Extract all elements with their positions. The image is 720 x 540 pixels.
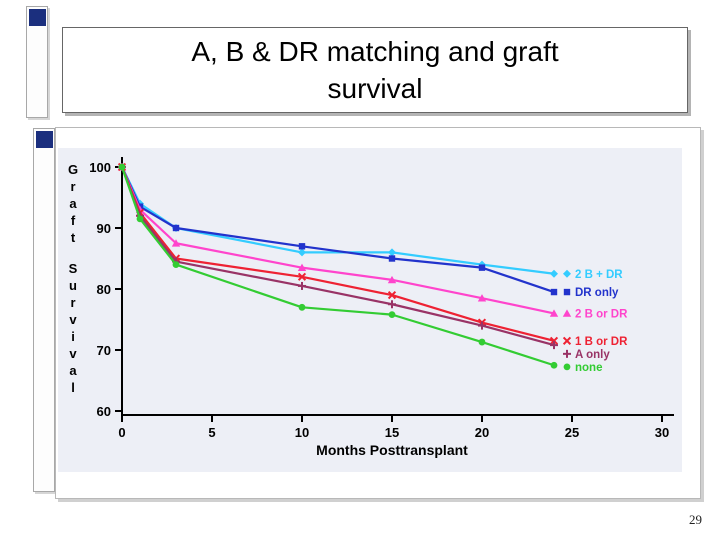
y-tick-label: 90 [97,221,111,236]
data-point [388,311,396,319]
x-tick-label: 30 [655,425,669,440]
data-point [298,248,306,257]
decor-bar-title [26,6,48,118]
series-line [121,166,555,275]
chart-svg: 100 90 80 70 60 0 5 10 15 20 25 30 Months Posttransp… [89,157,674,458]
data-point [550,361,558,369]
x-tick-label: 5 [208,425,215,440]
data-point [172,224,180,232]
data-point [387,290,397,300]
data-point [477,294,487,302]
decor-square-title [29,9,46,26]
data-point [562,336,572,345]
data-point [388,248,396,257]
data-point [297,263,307,272]
x-tick-label: 10 [295,425,309,440]
data-point [563,269,571,278]
legend-label: 2 B + DR [575,269,623,281]
x-tick-label: 0 [118,425,125,440]
decor-square-body [36,131,53,148]
data-point [549,336,559,345]
data-point [550,288,558,296]
title-box: A, B & DR matching and graft survival [62,27,688,113]
series-line [120,166,555,347]
series-line [120,166,555,315]
legend-label: A only [575,349,610,361]
decor-bar-body [33,128,55,492]
y-tick-label: 70 [97,343,111,358]
x-tick-label: 25 [565,425,579,440]
legend-label: DR only [575,287,619,299]
legend-label: 1 B or DR [575,336,628,348]
series-line [120,166,555,342]
page-number: 29 [689,512,702,527]
data-point [563,288,571,296]
y-tick-label: 100 [89,160,111,175]
data-point [136,215,144,223]
data-point [298,243,306,250]
data-point [298,303,306,311]
data-point [388,255,396,262]
data-point [387,275,397,284]
data-point [562,309,572,317]
legend-label: none [575,362,602,374]
data-point [297,272,307,281]
data-point [171,239,181,247]
x-tick-label: 20 [475,425,489,440]
data-point [478,264,486,271]
x-axis-title: Months Posttransplant [316,442,468,458]
data-point [172,261,180,268]
slide-title-line1: A, B & DR matching and graft [191,36,559,67]
x-tick-label: 15 [385,425,399,440]
y-tick-label: 60 [97,404,111,419]
data-point [550,269,558,278]
slide-title: A, B & DR matching and graft survival [191,33,558,107]
data-point [478,338,486,346]
data-point [549,309,559,317]
data-point [563,363,571,371]
y-tick-label: 80 [97,282,111,297]
data-point [118,163,126,171]
legend-label: 2 B or DR [575,308,628,320]
slide-title-line2: survival [327,73,423,104]
